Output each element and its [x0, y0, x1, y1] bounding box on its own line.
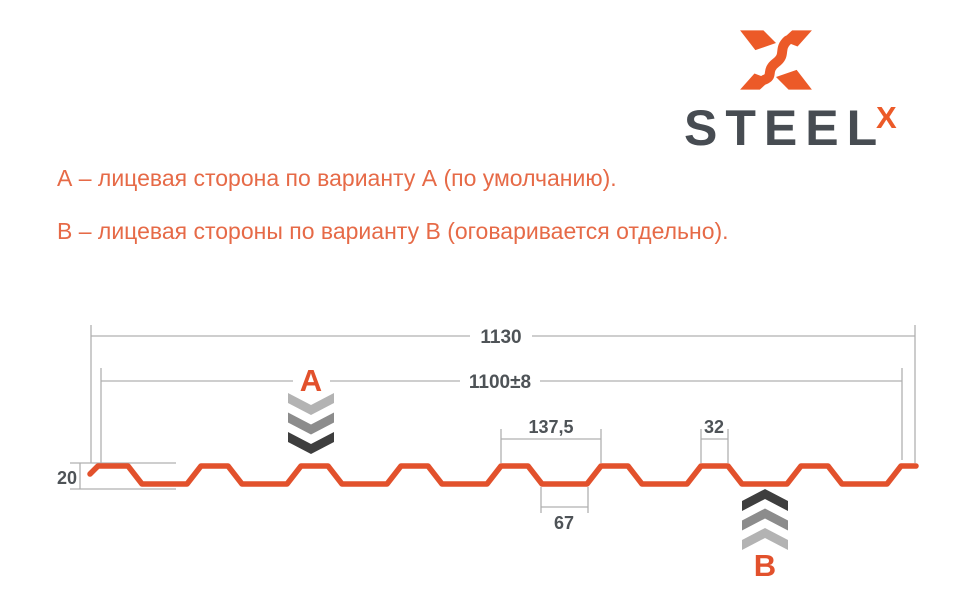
chevron-up-icon [742, 508, 788, 531]
chevron-up-icon [742, 528, 788, 550]
dimension-rib-bottom: 67 [540, 487, 589, 533]
chevron-down-icon [288, 393, 334, 415]
marker-a: A [288, 363, 334, 454]
sheet-profile-line [87, 463, 919, 487]
dimension-rib-top: 32 [700, 417, 729, 463]
chevron-up-icon [742, 489, 788, 511]
legend-variant-b: В – лицевая стороны по варианту В (огова… [57, 218, 729, 244]
marker-a-label-bg [293, 363, 330, 392]
marker-a-letter: A [300, 363, 322, 398]
dimension-overall-width: 1130 [90, 325, 916, 463]
dim-label-rib-top: 32 [704, 417, 724, 437]
chevron-down-icon [288, 412, 334, 435]
marker-b-letter: B [754, 548, 776, 583]
dim-label-cover: 1100±8 [469, 372, 531, 393]
dimension-pitch: 137,5 [500, 417, 602, 463]
dimension-cover-width: 1100±8 [100, 368, 903, 463]
dimension-height: 20 [57, 462, 176, 490]
logo-x-mark-icon [740, 30, 812, 90]
logo-brand-sup: X [876, 100, 897, 135]
marker-b: B [742, 489, 788, 583]
dim-label-rib-bottom: 67 [554, 513, 574, 533]
dim-label-overall: 1130 [480, 327, 521, 348]
logo-brand-text: STEEL [684, 100, 886, 156]
logo-arm-top-left [740, 30, 776, 51]
chevron-down-icon [288, 432, 334, 454]
legend-variant-a: А – лицевая сторона по варианту А (по ум… [57, 165, 617, 191]
logo-arm-bottom-right [776, 69, 812, 90]
dim-label-pitch: 137,5 [528, 417, 573, 437]
logo-s-curve [759, 35, 793, 85]
dim-label-height: 20 [57, 468, 77, 488]
